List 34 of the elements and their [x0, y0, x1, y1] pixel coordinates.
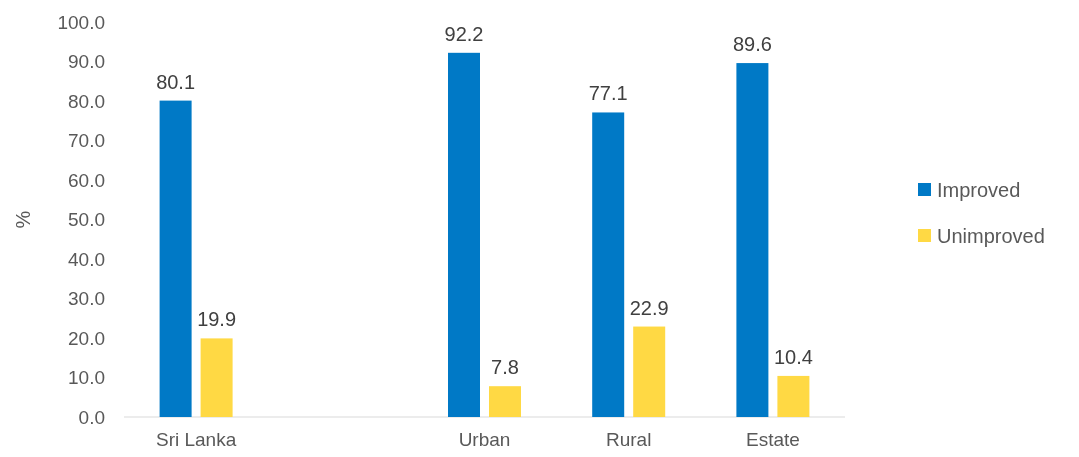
x-tick-label: Urban [458, 429, 511, 450]
bar [489, 386, 521, 417]
y-axis-title: % [12, 210, 34, 229]
y-tick-label: 0.0 [78, 406, 105, 428]
y-tick-label: 90.0 [68, 51, 105, 73]
y-tick-label: 100.0 [57, 11, 105, 33]
data-label: 77.1 [588, 82, 628, 105]
y-tick-label: 20.0 [68, 327, 105, 349]
legend-label: Unimproved [937, 225, 1045, 247]
bar [159, 100, 192, 417]
y-tick-label: 10.0 [68, 367, 105, 389]
data-label: 10.4 [773, 345, 813, 368]
data-label: 22.9 [629, 296, 669, 319]
data-label: 7.8 [491, 356, 519, 379]
bar [448, 52, 480, 417]
data-label: 80.1 [156, 70, 196, 93]
legend-label: Improved [937, 179, 1021, 201]
bar [200, 338, 233, 417]
bar [592, 112, 625, 417]
y-tick-label: 30.0 [68, 288, 105, 310]
y-tick-label: 50.0 [68, 209, 105, 231]
data-label: 89.6 [732, 33, 772, 56]
y-tick-label: 60.0 [68, 169, 105, 191]
y-tick-label: 40.0 [68, 248, 105, 270]
bar [777, 375, 810, 417]
bar [633, 326, 666, 417]
bar [736, 63, 769, 417]
data-label: 92.2 [444, 22, 484, 45]
data-label: 19.9 [197, 308, 237, 331]
x-tick-label: Rural [606, 429, 652, 450]
x-tick-label: Sri Lanka [155, 429, 237, 450]
y-tick-label: 80.0 [68, 90, 105, 112]
y-tick-label: 70.0 [68, 130, 105, 152]
x-tick-label: Estate [745, 429, 800, 450]
